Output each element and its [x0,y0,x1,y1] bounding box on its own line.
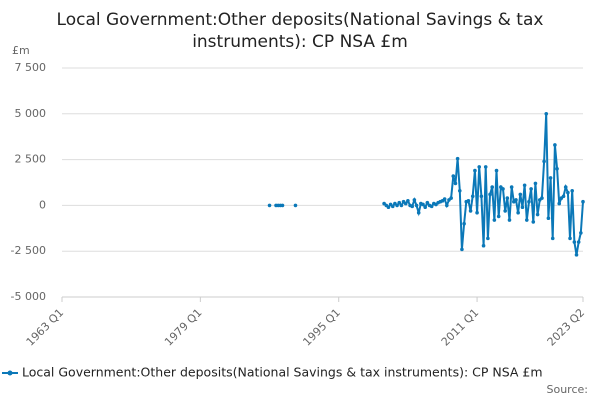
point [494,168,499,173]
point [505,196,510,200]
point [473,168,477,173]
point [453,181,458,186]
y-tick-label: -2 500 [11,244,46,257]
x-tick-label: 2011 Q1 [439,306,482,349]
point [524,218,529,222]
point [544,112,549,116]
point [492,218,497,222]
point [390,204,395,209]
point [563,185,568,189]
point [581,199,585,204]
point [280,203,285,208]
point [406,199,410,203]
point [516,210,520,215]
point [445,203,449,208]
point [514,198,518,202]
point [566,190,570,195]
point [455,156,460,161]
point [561,194,566,199]
point [429,204,434,209]
x-tick-label: 1979 Q1 [162,306,205,349]
point [410,204,415,209]
point [546,216,551,221]
title-line: instruments): CP NSA £m [192,32,408,52]
source: Source: [547,383,589,396]
point [535,212,540,217]
point [470,194,475,199]
point [520,205,525,210]
point [481,243,486,248]
legend-label: Local Government:Other deposits(National… [22,365,543,380]
y-tick-label: 7 500 [15,61,47,74]
y-axis-label: £m [12,44,30,57]
point [496,214,501,219]
point [509,185,514,189]
point [397,200,402,205]
y-tick-label: 2 500 [15,153,47,166]
point [522,183,527,188]
point [568,236,572,241]
point [527,199,531,204]
point [570,188,574,193]
point [576,240,581,244]
point [423,205,427,210]
point [293,203,298,208]
point [421,202,425,207]
point [399,203,404,208]
point [468,209,473,213]
y-tick-label: 0 [39,198,46,211]
title-line: Local Government:Other deposits(National… [57,10,544,30]
legend-marker [7,370,13,376]
point [490,185,495,189]
point [449,196,453,200]
point [425,200,430,205]
point [416,210,421,215]
point [488,192,492,197]
point [395,203,399,208]
point [460,247,464,252]
point [548,176,553,180]
point [479,194,484,199]
point [403,201,408,206]
point [553,143,557,147]
point [518,192,523,197]
point [486,236,490,241]
point [574,253,579,257]
point [533,181,538,186]
point [529,187,533,191]
y-tick-label: 5 000 [15,107,47,120]
point [386,205,391,210]
point [483,165,488,169]
point [477,165,482,169]
point [412,198,417,202]
point [507,218,512,222]
x-tick-label: 2023 Q2 [545,306,588,349]
x-tick-label: 1995 Q1 [300,306,343,349]
point [501,187,505,191]
y-tick-label: -5 000 [11,290,46,303]
point [550,236,555,241]
point [542,159,546,164]
point [557,201,562,206]
point [475,210,479,215]
point [457,188,462,193]
point [503,209,507,213]
point [555,166,559,171]
point [466,199,471,203]
point [462,221,466,226]
point [451,174,456,178]
x-tick-label: 1963 Q1 [24,306,67,349]
point [531,220,536,224]
point [267,203,272,208]
chart-title: Local Government:Other deposits(National… [57,10,544,52]
point [442,197,447,201]
point [540,196,544,200]
point [579,231,583,235]
point [572,240,577,244]
point [414,203,419,208]
